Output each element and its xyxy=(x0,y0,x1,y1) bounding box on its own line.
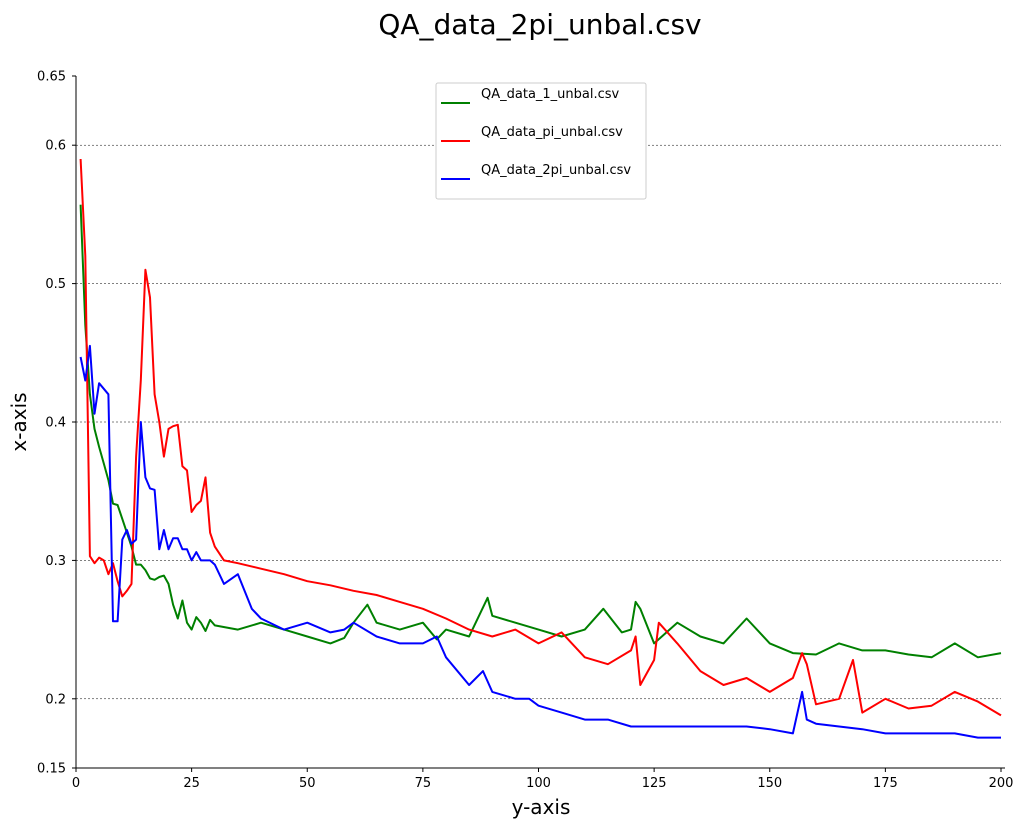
legend: QA_data_1_unbal.csv QA_data_pi_unbal.csv Q… xyxy=(435,82,647,200)
y-tick-label-3: 0.4 xyxy=(45,416,66,431)
series-line-3 xyxy=(79,344,1001,739)
y-tick-label-4: 0.5 xyxy=(45,277,66,292)
series-line-1 xyxy=(79,204,1002,659)
legend-box xyxy=(435,82,647,200)
x-tick-label-7: 175 xyxy=(873,776,898,791)
x-tick-label-4: 100 xyxy=(526,776,551,791)
x-tick-label-1: 25 xyxy=(183,776,200,791)
y-tick-label-1: 0.2 xyxy=(45,692,66,707)
chart-title: QA_data_2pi_unbal.csv xyxy=(378,8,701,41)
legend-label-2: QA_data_pi_unbal.csv xyxy=(481,125,623,140)
series-layer xyxy=(79,158,1002,739)
x-tick-label-6: 150 xyxy=(757,776,782,791)
x-tick-label-3: 75 xyxy=(415,776,432,791)
x-tick-label-0: 0 xyxy=(72,776,80,791)
y-tick-label-6: 0.65 xyxy=(37,70,66,85)
y-tick-label-5: 0.6 xyxy=(45,139,66,154)
legend-label-3: QA_data_2pi_unbal.csv xyxy=(481,163,631,178)
x-tick-label-2: 50 xyxy=(299,776,316,791)
x-tick-label-8: 200 xyxy=(989,776,1014,791)
y-tick-label-0: 0.15 xyxy=(37,762,66,777)
legend-label-1: QA_data_1_unbal.csv xyxy=(481,87,620,102)
x-tick-label-5: 125 xyxy=(642,776,667,791)
x-axis-label: y-axis xyxy=(512,795,571,819)
y-tick-label-2: 0.3 xyxy=(45,554,66,569)
grid-lines xyxy=(76,144,1001,700)
tick-labels: 0 25 50 75 100 125 150 175 200 0.15 0.2 0.3 0.4 0.5 0.… xyxy=(37,70,1013,792)
series-line-2 xyxy=(79,158,1002,717)
y-axis-label: x-axis xyxy=(7,392,31,451)
